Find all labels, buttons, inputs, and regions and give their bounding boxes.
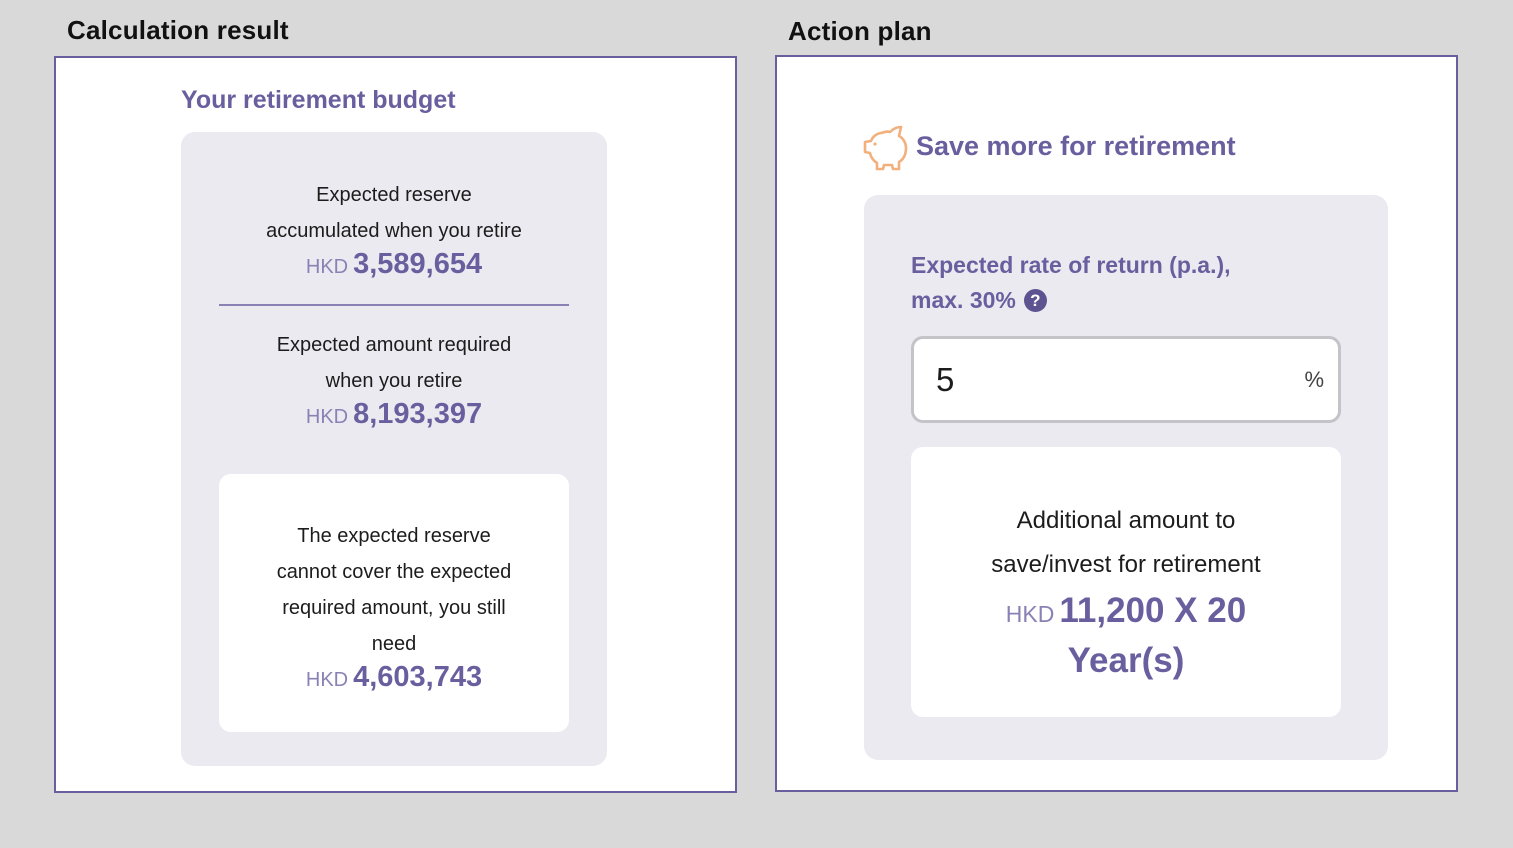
shortfall-amount: HKD 4,603,743 xyxy=(219,661,569,694)
shortfall-value: 4,603,743 xyxy=(353,661,483,693)
currency-label: HKD xyxy=(305,406,349,428)
required-label: Expected amount required when you retire xyxy=(276,334,512,392)
currency-label: HKD xyxy=(305,669,349,691)
additional-years: Year(s) xyxy=(1067,641,1185,680)
percent-unit: % xyxy=(1304,367,1324,392)
reserve-value: 3,589,654 xyxy=(353,248,483,280)
calculation-result-panel: Your retirement budget Expected reserve … xyxy=(54,56,737,793)
shortfall-card: The expected reserve cannot cover the ex… xyxy=(219,474,569,732)
reserve-amount: HKD 3,589,654 xyxy=(181,248,607,281)
additional-amount-card: Additional amount to save/invest for ret… xyxy=(911,447,1341,717)
help-icon[interactable]: ? xyxy=(1023,289,1047,312)
additional-value: 11,200 X 20 xyxy=(1059,591,1247,630)
additional-amount-label: Additional amount to save/invest for ret… xyxy=(991,507,1261,578)
budget-card: Expected reserve accumulated when you re… xyxy=(181,132,607,766)
rate-of-return-field[interactable]: % xyxy=(911,336,1341,423)
save-more-title: Save more for retirement xyxy=(916,131,1236,161)
shortfall-label: The expected reserve cannot cover the ex… xyxy=(276,525,512,655)
required-amount: HKD 8,193,397 xyxy=(181,398,607,431)
additional-amount: HKD 11,200 X 20 Year(s) xyxy=(911,589,1341,689)
reserve-label: Expected reserve accumulated when you re… xyxy=(266,184,522,242)
divider xyxy=(219,304,569,306)
calculation-result-heading: Calculation result xyxy=(67,15,289,45)
action-plan-heading: Action plan xyxy=(788,16,932,46)
currency-label: HKD xyxy=(1005,601,1055,627)
retirement-budget-title: Your retirement budget xyxy=(181,86,456,114)
currency-label: HKD xyxy=(305,256,349,278)
required-value: 8,193,397 xyxy=(353,398,483,430)
rate-of-return-label: Expected rate of return (p.a.), max. 30%… xyxy=(911,252,1231,313)
action-plan-card: Expected rate of return (p.a.), max. 30%… xyxy=(864,195,1388,760)
rate-of-return-input[interactable] xyxy=(936,355,1276,405)
piggy-bank-icon xyxy=(863,125,908,171)
action-plan-panel: Save more for retirement Expected rate o… xyxy=(775,55,1458,792)
